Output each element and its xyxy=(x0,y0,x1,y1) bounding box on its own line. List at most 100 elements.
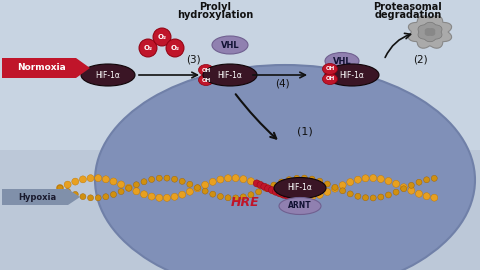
Text: (3): (3) xyxy=(186,55,200,65)
Ellipse shape xyxy=(225,175,231,182)
Bar xyxy=(0,150,480,270)
Ellipse shape xyxy=(301,175,307,181)
Ellipse shape xyxy=(279,197,321,214)
Ellipse shape xyxy=(347,191,353,197)
Ellipse shape xyxy=(110,191,117,198)
Ellipse shape xyxy=(233,195,239,201)
Ellipse shape xyxy=(57,185,63,191)
Ellipse shape xyxy=(87,195,94,201)
Ellipse shape xyxy=(253,180,260,187)
Ellipse shape xyxy=(286,193,293,200)
Ellipse shape xyxy=(126,185,132,191)
Ellipse shape xyxy=(323,73,337,85)
Ellipse shape xyxy=(87,175,94,182)
Polygon shape xyxy=(418,22,442,42)
Ellipse shape xyxy=(133,182,139,188)
Ellipse shape xyxy=(255,189,262,195)
Ellipse shape xyxy=(288,193,295,200)
Ellipse shape xyxy=(385,177,392,184)
Ellipse shape xyxy=(171,176,178,182)
Ellipse shape xyxy=(202,188,208,194)
Ellipse shape xyxy=(362,195,369,201)
Ellipse shape xyxy=(408,187,415,194)
Ellipse shape xyxy=(293,194,300,201)
Ellipse shape xyxy=(284,193,291,199)
Ellipse shape xyxy=(416,190,422,197)
Ellipse shape xyxy=(64,181,71,188)
Ellipse shape xyxy=(240,176,247,183)
Text: Prolyl: Prolyl xyxy=(199,2,231,12)
Text: O₂: O₂ xyxy=(157,34,167,40)
Ellipse shape xyxy=(194,185,201,191)
Ellipse shape xyxy=(166,39,184,57)
Ellipse shape xyxy=(156,175,162,181)
Ellipse shape xyxy=(118,181,125,188)
Text: Hypoxia: Hypoxia xyxy=(18,193,56,201)
Ellipse shape xyxy=(65,188,71,194)
Ellipse shape xyxy=(103,194,109,200)
Ellipse shape xyxy=(240,194,246,200)
Ellipse shape xyxy=(355,193,361,199)
Text: hydroxylation: hydroxylation xyxy=(177,10,253,20)
Ellipse shape xyxy=(332,185,338,192)
Ellipse shape xyxy=(378,194,384,200)
Ellipse shape xyxy=(424,177,430,183)
Text: degradation: degradation xyxy=(374,10,442,20)
Ellipse shape xyxy=(301,194,308,201)
Ellipse shape xyxy=(263,184,270,191)
Ellipse shape xyxy=(125,184,132,191)
Ellipse shape xyxy=(400,184,407,191)
Ellipse shape xyxy=(270,187,277,194)
Ellipse shape xyxy=(232,175,239,182)
Text: HRE: HRE xyxy=(231,197,259,210)
Text: HIF-1α: HIF-1α xyxy=(339,70,364,79)
Ellipse shape xyxy=(431,175,437,181)
Text: OH: OH xyxy=(202,68,211,73)
Ellipse shape xyxy=(118,188,124,195)
Text: VHL: VHL xyxy=(333,56,351,66)
Text: Normoxia: Normoxia xyxy=(18,63,66,73)
Text: OH: OH xyxy=(325,76,335,82)
Ellipse shape xyxy=(217,194,223,200)
Ellipse shape xyxy=(171,193,178,200)
Ellipse shape xyxy=(141,179,147,185)
Ellipse shape xyxy=(340,188,346,194)
Ellipse shape xyxy=(377,176,384,183)
Ellipse shape xyxy=(72,178,79,185)
Ellipse shape xyxy=(95,175,102,182)
Ellipse shape xyxy=(217,176,224,183)
Ellipse shape xyxy=(370,174,377,181)
Ellipse shape xyxy=(362,175,369,182)
Ellipse shape xyxy=(309,176,315,182)
Ellipse shape xyxy=(202,181,209,188)
Ellipse shape xyxy=(294,175,300,181)
Ellipse shape xyxy=(210,191,216,197)
Ellipse shape xyxy=(261,183,268,190)
Text: O₂: O₂ xyxy=(144,45,153,51)
Ellipse shape xyxy=(347,178,354,185)
Ellipse shape xyxy=(110,178,117,185)
Ellipse shape xyxy=(257,181,264,188)
Ellipse shape xyxy=(339,182,346,189)
Ellipse shape xyxy=(179,191,186,198)
Ellipse shape xyxy=(423,193,430,200)
Polygon shape xyxy=(408,16,452,48)
Text: (4): (4) xyxy=(275,78,289,88)
Ellipse shape xyxy=(276,190,283,197)
Ellipse shape xyxy=(274,177,326,198)
Ellipse shape xyxy=(323,63,337,75)
Ellipse shape xyxy=(332,184,338,190)
Ellipse shape xyxy=(370,195,376,201)
Bar xyxy=(0,0,480,150)
Text: VHL: VHL xyxy=(221,40,240,49)
Text: OH: OH xyxy=(202,77,211,83)
Text: O₂: O₂ xyxy=(170,45,180,51)
Ellipse shape xyxy=(393,189,399,195)
Ellipse shape xyxy=(199,65,214,76)
Ellipse shape xyxy=(80,194,86,200)
FancyArrow shape xyxy=(2,189,80,205)
Ellipse shape xyxy=(156,194,163,201)
Ellipse shape xyxy=(212,36,248,54)
Ellipse shape xyxy=(280,191,287,198)
Ellipse shape xyxy=(278,191,285,198)
